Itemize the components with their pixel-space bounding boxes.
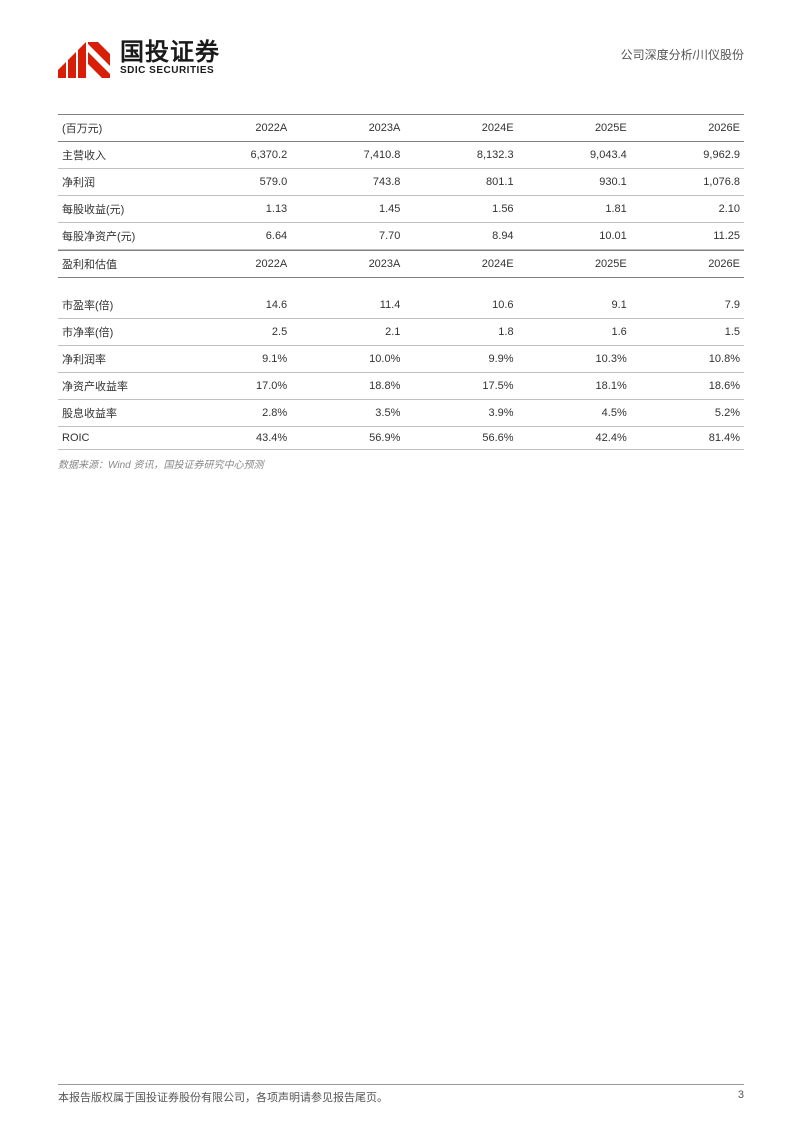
data-source: 数据来源：Wind 资讯，国投证券研究中心预测	[58, 456, 744, 471]
table-row: 每股收益(元)1.131.451.561.812.10	[58, 196, 744, 223]
cell-value: 9.1	[518, 292, 631, 319]
cell-value: 1.56	[404, 196, 517, 223]
table-row: 净资产收益率17.0%18.8%17.5%18.1%18.6%	[58, 372, 744, 399]
cell-value: 2.5	[178, 318, 291, 345]
cell-value: 17.0%	[178, 372, 291, 399]
cell-value: 1.81	[518, 196, 631, 223]
table-row: 每股净资产(元)6.647.708.9410.0111.25	[58, 223, 744, 250]
cell-value: 1.45	[291, 196, 404, 223]
cell-value: 9,043.4	[518, 142, 631, 169]
cell-value: 2.1	[291, 318, 404, 345]
cell-value: 7,410.8	[291, 142, 404, 169]
table-row: 市盈率(倍)14.611.410.69.17.9	[58, 292, 744, 319]
row-label: 净利润率	[58, 345, 178, 372]
cell-value: 1.6	[518, 318, 631, 345]
logo-text: 国投证券 SDIC SECURITIES	[120, 40, 220, 76]
col-year: 2026E	[631, 251, 744, 278]
header-breadcrumb: 公司深度分析/川仪股份	[621, 38, 744, 63]
table-row: 净利润率9.1%10.0%9.9%10.3%10.8%	[58, 345, 744, 372]
cell-value: 81.4%	[631, 426, 744, 449]
col-year: 2022A	[178, 115, 291, 142]
cell-value: 9.1%	[178, 345, 291, 372]
row-label: 每股净资产(元)	[58, 223, 178, 250]
cell-value: 1.8	[404, 318, 517, 345]
cell-value: 7.9	[631, 292, 744, 319]
cell-value: 1.5	[631, 318, 744, 345]
logo-text-cn: 国投证券	[120, 40, 220, 65]
page-number: 3	[738, 1089, 744, 1105]
cell-value: 5.2%	[631, 399, 744, 426]
cell-value: 56.6%	[404, 426, 517, 449]
cell-value: 3.9%	[404, 399, 517, 426]
cell-value: 18.6%	[631, 372, 744, 399]
table-financials: (百万元)2022A2023A2024E2025E2026E 主营收入6,370…	[58, 114, 744, 250]
cell-value: 10.8%	[631, 345, 744, 372]
row-label: 每股收益(元)	[58, 196, 178, 223]
cell-value: 43.4%	[178, 426, 291, 449]
cell-value: 930.1	[518, 169, 631, 196]
logo-icon	[58, 38, 110, 78]
financial-tables: (百万元)2022A2023A2024E2025E2026E 主营收入6,370…	[58, 114, 744, 471]
cell-value: 2.8%	[178, 399, 291, 426]
cell-value: 18.1%	[518, 372, 631, 399]
cell-value: 42.4%	[518, 426, 631, 449]
cell-value: 11.4	[291, 292, 404, 319]
cell-value: 8,132.3	[404, 142, 517, 169]
row-label: 净资产收益率	[58, 372, 178, 399]
table-row: 市净率(倍)2.52.11.81.61.5	[58, 318, 744, 345]
cell-value: 17.5%	[404, 372, 517, 399]
row-label: 主营收入	[58, 142, 178, 169]
col-label: 盈利和估值	[58, 251, 178, 278]
logo-block: 国投证券 SDIC SECURITIES	[58, 38, 220, 78]
cell-value: 18.8%	[291, 372, 404, 399]
cell-value: 6.64	[178, 223, 291, 250]
cell-value: 14.6	[178, 292, 291, 319]
table-row: 净利润579.0743.8801.1930.11,076.8	[58, 169, 744, 196]
col-year: 2025E	[518, 115, 631, 142]
cell-value: 10.6	[404, 292, 517, 319]
footer-copyright: 本报告版权属于国投证券股份有限公司，各项声明请参见报告尾页。	[58, 1089, 388, 1105]
cell-value: 7.70	[291, 223, 404, 250]
cell-value: 9.9%	[404, 345, 517, 372]
cell-value: 10.3%	[518, 345, 631, 372]
logo-text-en: SDIC SECURITIES	[120, 65, 220, 76]
cell-value: 743.8	[291, 169, 404, 196]
col-year: 2023A	[291, 115, 404, 142]
cell-value: 6,370.2	[178, 142, 291, 169]
col-year: 2024E	[404, 115, 517, 142]
col-year: 2023A	[291, 251, 404, 278]
row-label: 市净率(倍)	[58, 318, 178, 345]
cell-value: 2.10	[631, 196, 744, 223]
page-footer: 本报告版权属于国投证券股份有限公司，各项声明请参见报告尾页。 3	[58, 1084, 744, 1105]
col-year: 2026E	[631, 115, 744, 142]
cell-value: 801.1	[404, 169, 517, 196]
cell-value: 8.94	[404, 223, 517, 250]
row-label: 净利润	[58, 169, 178, 196]
cell-value: 4.5%	[518, 399, 631, 426]
row-label: ROIC	[58, 426, 178, 449]
table-row: ROIC43.4%56.9%56.6%42.4%81.4%	[58, 426, 744, 449]
cell-value: 1.13	[178, 196, 291, 223]
table-row: 主营收入6,370.27,410.88,132.39,043.49,962.9	[58, 142, 744, 169]
cell-value: 3.5%	[291, 399, 404, 426]
cell-value: 9,962.9	[631, 142, 744, 169]
cell-value: 579.0	[178, 169, 291, 196]
cell-value: 1,076.8	[631, 169, 744, 196]
cell-value: 56.9%	[291, 426, 404, 449]
page: 国投证券 SDIC SECURITIES 公司深度分析/川仪股份 (百万元)20…	[0, 0, 802, 1133]
table-row: 股息收益率2.8%3.5%3.9%4.5%5.2%	[58, 399, 744, 426]
table-valuation: 盈利和估值2022A2023A2024E2025E2026E 市盈率(倍)14.…	[58, 250, 744, 450]
col-year: 2024E	[404, 251, 517, 278]
row-label: 市盈率(倍)	[58, 292, 178, 319]
cell-value: 11.25	[631, 223, 744, 250]
cell-value: 10.01	[518, 223, 631, 250]
cell-value: 10.0%	[291, 345, 404, 372]
col-label: (百万元)	[58, 115, 178, 142]
col-year: 2025E	[518, 251, 631, 278]
row-label: 股息收益率	[58, 399, 178, 426]
col-year: 2022A	[178, 251, 291, 278]
page-header: 国投证券 SDIC SECURITIES 公司深度分析/川仪股份	[58, 38, 744, 78]
